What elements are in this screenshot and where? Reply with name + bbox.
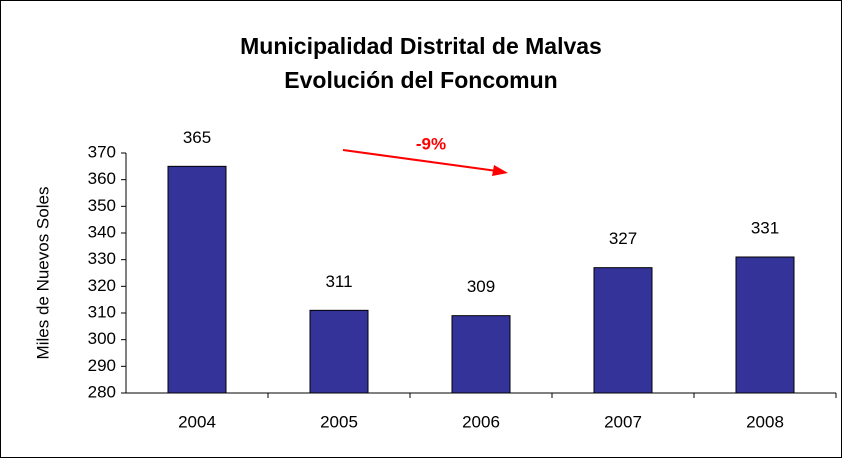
x-tick-label: 2007 (604, 412, 642, 431)
x-tick-label: 2006 (462, 412, 500, 431)
data-label: 309 (467, 277, 495, 296)
x-tick-label: 2005 (320, 412, 358, 431)
x-tick-label: 2008 (746, 412, 784, 431)
y-tick-label: 350 (88, 196, 116, 215)
annotation-arrowhead (492, 165, 508, 176)
y-tick-label: 360 (88, 169, 116, 188)
y-tick-label: 340 (88, 222, 116, 241)
annotation-arrow (342, 149, 498, 172)
chart-subtitle: Evolución del Foncomun (284, 67, 557, 93)
bar (735, 256, 795, 394)
data-label: 365 (183, 128, 211, 147)
bar (451, 315, 511, 394)
data-label: 311 (325, 272, 352, 291)
chart-title: Municipalidad Distrital de Malvas (240, 33, 602, 59)
annotation: -9% (416, 134, 446, 153)
y-tick-label: 280 (88, 382, 116, 401)
bar (167, 165, 227, 394)
data-label: 327 (609, 229, 637, 248)
bar (593, 267, 653, 394)
y-tick-label: 310 (88, 302, 116, 321)
y-tick-label: 370 (88, 142, 116, 161)
y-tick-label: 300 (88, 329, 116, 348)
data-label: 331 (751, 218, 779, 237)
y-tick-label: 330 (88, 249, 116, 268)
y-tick-label: 320 (88, 276, 116, 295)
y-tick-label: 290 (88, 356, 116, 375)
y-axis-label: Miles de Nuevos Soles (33, 187, 52, 360)
bar (309, 309, 369, 394)
x-tick-label: 2004 (178, 412, 216, 431)
